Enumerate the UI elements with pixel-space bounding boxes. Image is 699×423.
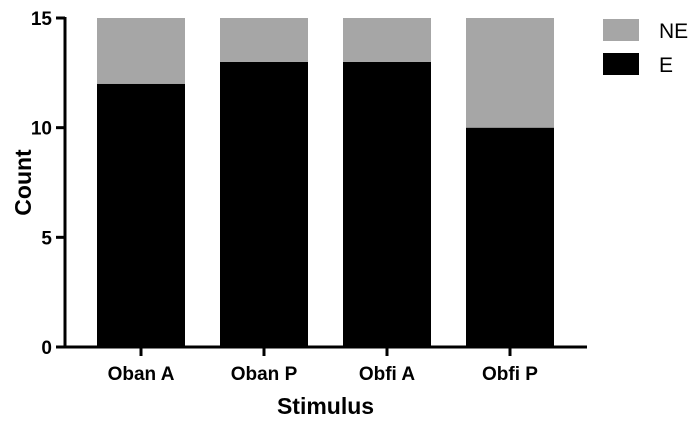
- bar-obfi-p-ne: [466, 18, 554, 128]
- bar-oban-p-ne: [220, 18, 308, 62]
- bars-group: [97, 18, 554, 348]
- y-tick-label: 10: [31, 119, 52, 140]
- bar-obfi-p-e: [466, 127, 554, 348]
- legend: NE E: [603, 19, 688, 77]
- x-tick-label-obfi-p: Obfi P: [482, 364, 538, 385]
- x-tick-label-oban-p: Oban P: [231, 364, 298, 385]
- bar-obfi-a-ne: [343, 18, 431, 62]
- x-tick-label-obfi-a: Obfi A: [359, 364, 416, 385]
- y-tick-label: 0: [41, 338, 52, 359]
- y-tick-label: 5: [41, 228, 52, 249]
- y-tick-label: 15: [31, 9, 53, 30]
- x-ticks-group: Oban A Oban P Obfi A Obfi P: [108, 347, 538, 385]
- bar-obfi-a-e: [343, 61, 431, 347]
- x-tick-label-oban-a: Oban A: [108, 364, 175, 385]
- legend-swatch-ne: [603, 19, 639, 41]
- legend-label-ne: NE: [659, 20, 688, 43]
- y-ticks-group: 0 5 10 15: [31, 9, 65, 359]
- bar-oban-p-e: [220, 61, 308, 347]
- axes-group: [63, 17, 587, 349]
- x-axis-title: Stimulus: [277, 393, 374, 419]
- legend-swatch-e: [603, 53, 639, 75]
- y-axis-title: Count: [10, 149, 36, 216]
- bar-oban-a-ne: [97, 18, 185, 84]
- bar-oban-a-e: [97, 83, 185, 348]
- legend-label-e: E: [659, 54, 673, 77]
